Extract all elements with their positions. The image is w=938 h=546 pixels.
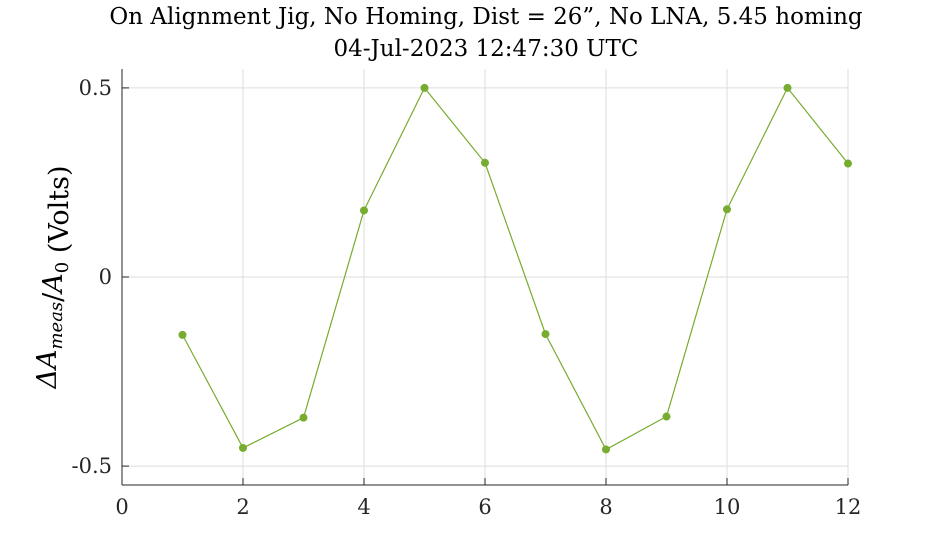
data-point [481,158,489,167]
y-axis-label: ΔAmeas/A0 (Volts) [32,165,75,389]
x-tick-label: 6 [478,495,491,519]
chart-subtitle: 04-Jul-2023 12:47:30 UTC [334,36,639,62]
data-series [178,83,852,454]
data-point [662,412,671,421]
x-tick-label: 12 [835,495,862,519]
x-tick-label: 8 [599,495,612,519]
data-point [541,330,550,339]
data-point [783,83,792,92]
grid-lines [121,69,849,485]
data-point [239,443,247,452]
y-tick-label: 0 [99,265,112,289]
series-line [181,86,849,451]
data-point [723,205,731,214]
axes [121,69,849,486]
y-tick-label: -0.5 [72,454,113,478]
data-point [178,330,187,339]
chart-title: On Alignment Jig, No Homing, Dist = 26”,… [109,4,863,30]
data-point [299,413,308,422]
data-point [602,445,610,454]
tick-labels: 0 2 4 6 8 10 12-0.500.5 [72,76,862,519]
data-point [420,83,429,92]
x-tick-label: 10 [714,495,741,519]
y-tick-label: 0.5 [79,76,112,100]
x-tick-label: 0 [115,495,128,519]
x-tick-label: 2 [236,495,249,519]
x-tick-label: 4 [357,495,370,519]
data-point [360,206,368,215]
data-point [844,159,852,168]
